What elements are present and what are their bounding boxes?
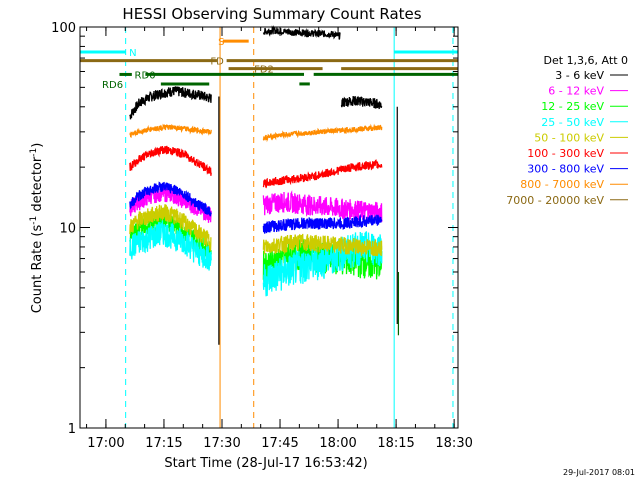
y-axis-label-mid: detector (30, 156, 45, 216)
flag-label-fd: FD (210, 57, 224, 68)
series-line (262, 233, 383, 257)
series-line (129, 181, 212, 217)
series-line (262, 158, 383, 189)
flag-label-fd2: FD2 (254, 65, 274, 76)
flag-label-rd0: RD0 (135, 70, 156, 81)
legend-entry: 7000 - 20000 keV (506, 194, 604, 207)
series-50-100-kev (129, 204, 383, 257)
legend-entry: 100 - 300 keV (527, 147, 604, 160)
x-tick-label: 18:15 (377, 436, 414, 451)
series-line (262, 214, 383, 234)
y-axis-label-sup2: -1 (29, 148, 39, 157)
series-line (129, 123, 212, 138)
flag-label-s: S (218, 37, 224, 48)
x-axis: 17:00 17:15 17:30 17:45 18:00 18:15 18:30 (86, 27, 473, 451)
flag-label-n: N (129, 48, 136, 59)
series-line (262, 190, 383, 223)
legend-entry: 800 - 7000 keV (520, 178, 604, 191)
legend: Det 1,3,6, Att 0 3 - 6 keV 6 - 12 keV 12 -… (506, 54, 628, 207)
y-axis-label-main: Count Rate (s (30, 225, 45, 314)
x-tick-label: 17:45 (261, 436, 298, 451)
series-800-7000-kev (129, 123, 383, 143)
series-100-300-kev (129, 145, 383, 189)
legend-entry: 12 - 25 keV (541, 100, 604, 113)
x-tick-label: 18:30 (435, 436, 472, 451)
x-tick-label: 17:30 (203, 436, 240, 451)
legend-entry: 25 - 50 keV (541, 116, 604, 129)
x-tick-label: 17:15 (145, 436, 182, 451)
y-axis: 1 10 100 (51, 21, 458, 437)
legend-header: Det 1,3,6, Att 0 (544, 54, 628, 67)
legend-entry: 3 - 6 keV (555, 69, 604, 82)
x-tick-label: 18:00 (319, 436, 356, 451)
y-tick-label: 1 (68, 422, 76, 437)
series-line (129, 86, 212, 120)
series-line (262, 231, 383, 297)
timestamp: 29-Jul-2017 08:01 (563, 468, 635, 477)
series-25-50-kev (129, 220, 383, 297)
series-line (129, 145, 212, 176)
plot-area: N S FD FD2 RD0 RD6 (80, 25, 458, 428)
y-tick-label: 100 (51, 21, 76, 36)
x-axis-label: Start Time (28-Jul-17 16:53:42) (164, 456, 367, 471)
series-line (262, 123, 383, 143)
legend-entry: 50 - 100 keV (534, 131, 604, 144)
chart-title: HESSI Observing Summary Count Rates (122, 5, 421, 23)
y-axis-label-end: ) (30, 143, 45, 148)
y-axis-label: Count Rate (s-1 detector-1) (29, 143, 45, 314)
series-line (262, 25, 341, 40)
legend-entry: 6 - 12 keV (548, 85, 604, 98)
series-line (129, 220, 212, 271)
series-line (340, 95, 383, 110)
flag-label-rd6: RD6 (102, 80, 123, 91)
y-axis-label-sup1: -1 (29, 216, 39, 225)
legend-entry: 300 - 800 keV (527, 163, 604, 176)
x-tick-label: 17:00 (87, 436, 124, 451)
series-line (129, 204, 212, 252)
series-300-800-kev (129, 181, 383, 234)
series-3-6-kev (129, 25, 383, 120)
y-tick-label: 10 (59, 222, 76, 237)
